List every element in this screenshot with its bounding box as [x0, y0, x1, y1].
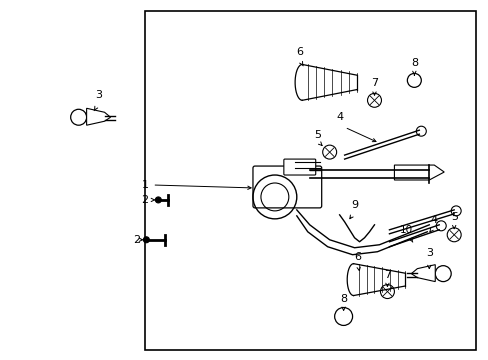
Bar: [144, 12, 475, 350]
Polygon shape: [394, 165, 443, 180]
Text: 6: 6: [353, 252, 360, 262]
Text: 4: 4: [430, 215, 437, 225]
Text: 7: 7: [383, 270, 390, 280]
Text: 8: 8: [410, 58, 417, 68]
Text: 5: 5: [314, 130, 321, 140]
Text: 2: 2: [133, 235, 140, 245]
FancyBboxPatch shape: [252, 166, 321, 208]
Circle shape: [143, 237, 149, 243]
Text: 6: 6: [296, 48, 303, 58]
Text: 2: 2: [141, 195, 148, 205]
Text: 8: 8: [339, 293, 346, 303]
Circle shape: [155, 197, 161, 203]
Text: 10: 10: [399, 225, 412, 235]
Polygon shape: [86, 108, 110, 125]
Text: 7: 7: [370, 78, 377, 88]
Text: 5: 5: [450, 212, 457, 222]
Text: 3: 3: [95, 90, 102, 100]
Text: 4: 4: [335, 112, 343, 122]
FancyBboxPatch shape: [283, 159, 315, 175]
Text: 3: 3: [425, 248, 432, 258]
Text: 9: 9: [350, 200, 357, 210]
Polygon shape: [410, 265, 434, 282]
Text: 1: 1: [141, 180, 148, 190]
